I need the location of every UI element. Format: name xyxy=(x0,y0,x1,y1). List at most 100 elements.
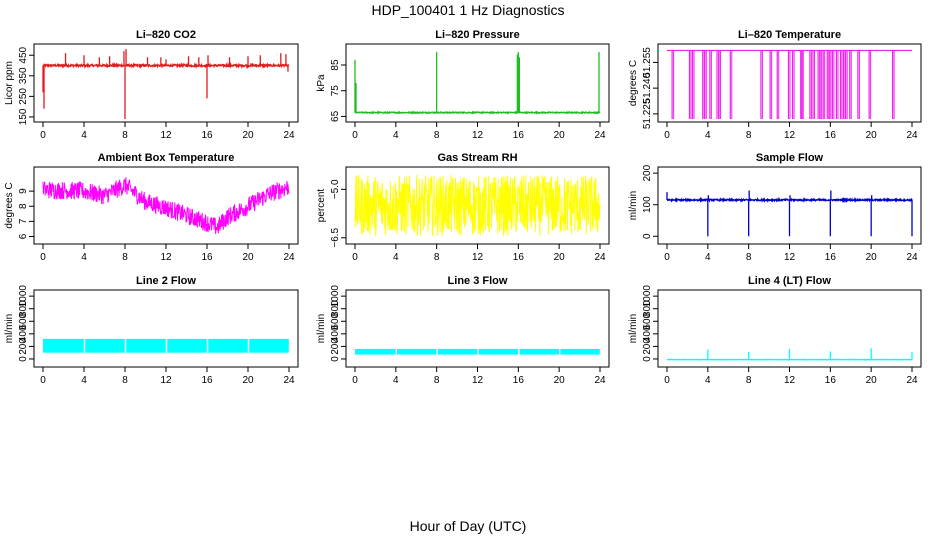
flow-band xyxy=(478,348,519,355)
y-tick-label: 0 xyxy=(642,233,653,239)
flow-band xyxy=(519,348,559,355)
series-pressure xyxy=(354,52,601,115)
y-tick-label: 1000 xyxy=(642,285,653,308)
x-tick-label: 0 xyxy=(664,375,670,386)
y-tick-label: 7 xyxy=(18,218,29,224)
y-tick-label: −6.5 xyxy=(330,227,341,247)
y-tick-label: 65 xyxy=(330,110,341,122)
x-tick-label: 20 xyxy=(242,375,254,386)
x-tick-label: 0 xyxy=(40,130,46,141)
panel-title: Li–820 CO2 xyxy=(136,29,196,41)
x-tick-label: 20 xyxy=(554,130,566,141)
x-tick-label: 0 xyxy=(352,252,358,263)
flow-band xyxy=(43,338,84,353)
series-line xyxy=(42,177,290,234)
x-tick-label: 0 xyxy=(664,130,670,141)
y-tick-label: 0 xyxy=(642,356,653,362)
x-tick-label: 4 xyxy=(81,252,87,263)
x-tick-label: 8 xyxy=(746,130,752,141)
x-tick-label: 12 xyxy=(472,375,484,386)
x-tick-label: 4 xyxy=(705,375,711,386)
x-tick-label: 20 xyxy=(554,375,566,386)
panel-title: Li–820 Temperature xyxy=(738,29,841,41)
x-tick-label: 8 xyxy=(434,252,440,263)
series-line2 xyxy=(43,338,289,353)
flow-band xyxy=(355,348,396,355)
y-tick-label: 51.240 xyxy=(642,72,653,103)
y-tick-label: 600 xyxy=(642,312,653,329)
x-tick-label: 12 xyxy=(472,252,484,263)
x-tick-label: 16 xyxy=(513,375,525,386)
y-axis-label: Licor ppm xyxy=(4,61,15,105)
flow-band xyxy=(126,338,166,353)
x-axis-label: Hour of Day (UTC) xyxy=(409,518,527,534)
y-tick-label: 1000 xyxy=(18,285,29,308)
x-tick-label: 8 xyxy=(746,375,752,386)
series-li820temp xyxy=(667,49,912,119)
panel-title: Gas Stream RH xyxy=(437,152,517,164)
x-tick-label: 20 xyxy=(866,252,878,263)
x-tick-label: 4 xyxy=(393,252,399,263)
x-tick-label: 8 xyxy=(434,130,440,141)
plot-frame xyxy=(33,289,299,368)
y-axis-label: ml/min xyxy=(316,314,327,343)
x-tick-label: 24 xyxy=(594,130,606,141)
y-tick-label: 400 xyxy=(18,325,29,342)
x-tick-label: 16 xyxy=(513,130,525,141)
y-axis-label: percent xyxy=(316,189,327,223)
panel-title: Ambient Box Temperature xyxy=(98,152,235,164)
plot-frame xyxy=(345,43,610,123)
y-axis-label: degrees C xyxy=(4,182,15,228)
x-tick-label: 12 xyxy=(784,375,796,386)
y-tick-label: 75 xyxy=(330,85,341,97)
y-tick-label: 100 xyxy=(642,196,653,213)
x-tick-label: 20 xyxy=(242,252,254,263)
x-tick-label: 0 xyxy=(352,375,358,386)
y-tick-label: 200 xyxy=(330,338,341,355)
series-line xyxy=(354,110,601,115)
y-tick-label: 450 xyxy=(18,46,29,63)
y-axis-label: ml/min xyxy=(4,314,15,343)
y-tick-label: 350 xyxy=(18,67,29,84)
x-tick-label: 24 xyxy=(906,252,918,263)
x-tick-label: 20 xyxy=(866,130,878,141)
x-tick-label: 4 xyxy=(705,130,711,141)
series-sampleflow xyxy=(666,190,913,237)
y-axis-label: ml/min xyxy=(628,314,639,343)
y-tick-label: 0 xyxy=(18,356,29,362)
panel-title: Line 2 Flow xyxy=(136,275,196,287)
x-tick-label: 16 xyxy=(825,252,837,263)
y-axis-label: ml/min xyxy=(628,191,639,220)
y-tick-label: 800 xyxy=(642,300,653,317)
x-tick-label: 0 xyxy=(664,252,670,263)
flow-band xyxy=(560,348,600,355)
y-tick-label: 6 xyxy=(18,233,29,239)
y-tick-label: 8 xyxy=(18,203,29,209)
y-axis-label: degrees C xyxy=(628,60,639,106)
x-tick-label: 16 xyxy=(201,130,213,141)
x-tick-label: 16 xyxy=(201,375,213,386)
y-tick-label: 9 xyxy=(18,188,29,194)
y-tick-label: 150 xyxy=(18,108,29,125)
y-tick-label: 200 xyxy=(642,164,653,181)
x-tick-label: 12 xyxy=(160,375,172,386)
x-tick-label: 4 xyxy=(81,375,87,386)
x-tick-label: 24 xyxy=(594,375,606,386)
y-tick-label: 51.255 xyxy=(642,47,653,78)
y-tick-label: 200 xyxy=(642,338,653,355)
x-tick-label: 24 xyxy=(906,130,918,141)
x-tick-label: 24 xyxy=(283,252,295,263)
panel-title: Li–820 Pressure xyxy=(435,29,519,41)
y-tick-label: 0 xyxy=(330,356,341,362)
x-tick-label: 0 xyxy=(40,252,46,263)
x-tick-label: 8 xyxy=(122,130,128,141)
x-tick-label: 16 xyxy=(201,252,213,263)
x-tick-label: 12 xyxy=(784,252,796,263)
plot-frame xyxy=(345,289,610,368)
